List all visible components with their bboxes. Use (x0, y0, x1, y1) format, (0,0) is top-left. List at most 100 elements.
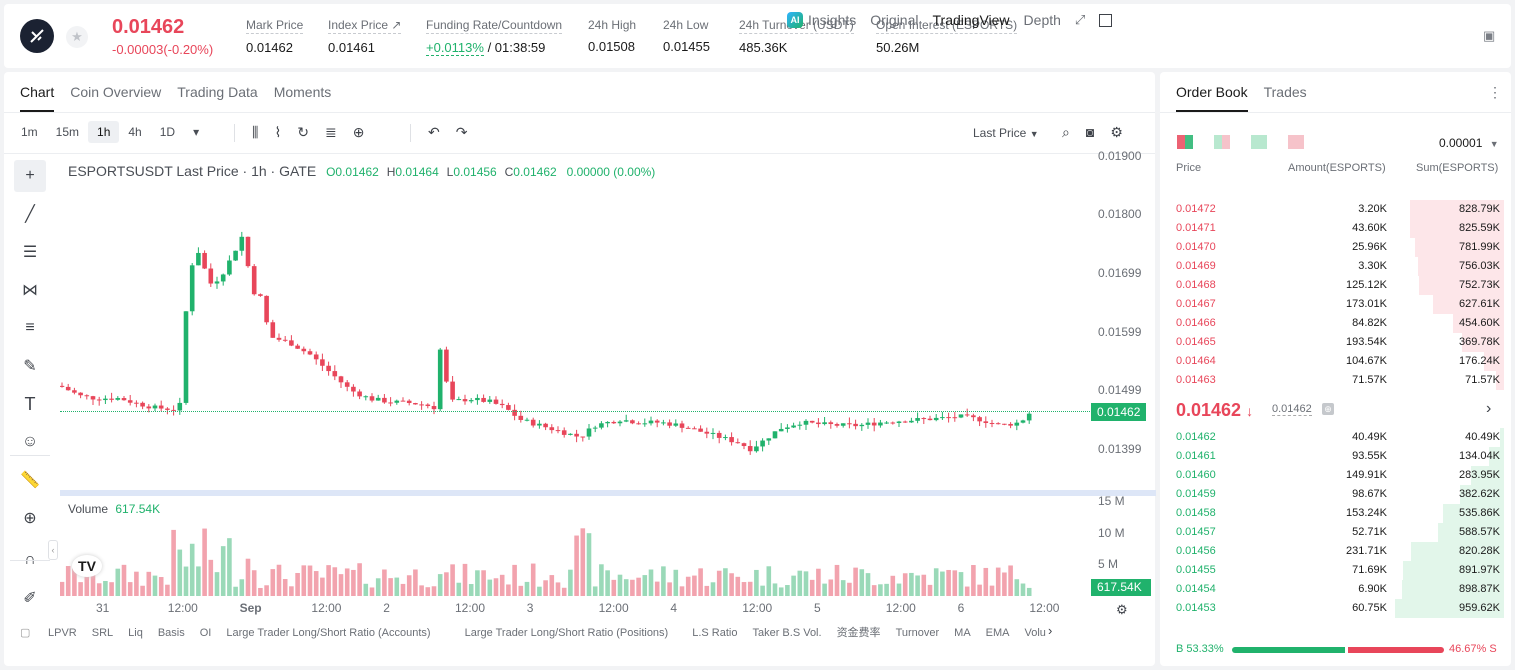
brush-icon[interactable]: ✎ (23, 358, 37, 375)
collapse-toolbar-icon[interactable]: ‹ (48, 540, 58, 560)
volume-bar (165, 584, 170, 596)
bid-row[interactable]: 0.01455 71.69K 891.97K (1168, 561, 1504, 580)
add-indicator-icon[interactable]: ⊕ (352, 124, 365, 140)
pattern-icon[interactable]: ⋈ (22, 282, 38, 299)
bid-row[interactable]: 0.01457 52.71K 588.57K (1168, 523, 1504, 542)
bid-row[interactable]: 0.01462 40.49K 40.49K (1168, 428, 1504, 447)
price-type-select[interactable]: Last Price ▼ (973, 126, 1039, 140)
ruler-icon[interactable]: 📏 (20, 472, 40, 489)
insights-button[interactable]: AI Insights (787, 12, 856, 28)
tab-coin-overview[interactable]: Coin Overview (70, 84, 162, 100)
stat-index-price[interactable]: Index Price ↗ 0.01461 (328, 18, 402, 55)
layout-both-icon[interactable] (1177, 135, 1193, 149)
tab-chart[interactable]: Chart (20, 84, 55, 112)
volume-bar (245, 558, 251, 596)
chevron-right-icon[interactable]: › (1486, 400, 1492, 417)
ask-row[interactable]: 0.01468 125.12K 752.73K (1168, 276, 1504, 295)
bid-row[interactable]: 0.01460 149.91K 283.95K (1168, 466, 1504, 485)
depth-bar (1410, 200, 1504, 219)
trend-line-icon[interactable]: ╱ (25, 206, 35, 223)
ask-row[interactable]: 0.01463 71.57K 71.57K (1168, 371, 1504, 390)
gear-icon[interactable]: ⚙ (1110, 124, 1123, 140)
bid-row[interactable]: 0.01458 153.24K 535.86K (1168, 504, 1504, 523)
tab-moments[interactable]: Moments (273, 84, 332, 100)
indicators-icon[interactable]: ⌇ (274, 124, 282, 140)
emoji-icon[interactable]: ☺ (21, 433, 39, 450)
ask-row[interactable]: 0.01465 193.54K 369.78K (1168, 333, 1504, 352)
candle-body (592, 427, 598, 429)
guide-book-icon[interactable]: ▣ (1483, 28, 1496, 43)
bid-row[interactable]: 0.01453 60.75K 959.62K (1168, 599, 1504, 618)
original-button[interactable]: Original (870, 12, 919, 28)
tab-order-book[interactable]: Order Book (1176, 84, 1248, 112)
precision-select[interactable]: 0.00001 ▼ (1439, 136, 1499, 150)
chevron-down-icon[interactable]: ▾ (193, 125, 200, 139)
tf-1h[interactable]: 1h (88, 121, 120, 143)
tf-1m[interactable]: 1m (21, 125, 38, 139)
stat-open-interest: Open Interest (ESPORTS) 50.26M (876, 18, 1018, 55)
layout-bids-icon[interactable] (1251, 135, 1267, 149)
crosshair-icon[interactable]: + (14, 160, 46, 192)
ask-row[interactable]: 0.01471 43.60K 825.59K (1168, 219, 1504, 238)
search-icon[interactable]: ⌕ (1062, 124, 1070, 140)
text-icon[interactable]: T (24, 393, 36, 414)
ask-row[interactable]: 0.01467 173.01K 627.61K (1168, 295, 1504, 314)
volume-chart[interactable] (60, 497, 1090, 597)
window-icon[interactable] (1099, 13, 1113, 27)
ask-row[interactable]: 0.01466 84.82K 454.60K (1168, 314, 1504, 333)
volume-bar (977, 584, 982, 596)
bid-row[interactable]: 0.01456 231.71K 820.28K (1168, 542, 1504, 561)
tf-1d[interactable]: 1D (159, 125, 176, 139)
candlestick-chart[interactable] (60, 154, 1090, 489)
candles-icon[interactable]: ⫼ (252, 124, 259, 140)
undo-icon[interactable]: ↶ (428, 124, 440, 140)
ask-row[interactable]: 0.01469 3.30K 756.03K (1168, 257, 1504, 276)
ask-row[interactable]: 0.01470 25.96K 781.99K (1168, 238, 1504, 257)
mark-info-icon[interactable]: ⊕ (1322, 403, 1334, 415)
candle-body (65, 386, 71, 391)
layout-asks-icon[interactable] (1288, 135, 1304, 149)
time-axis-label: 12:00 (598, 601, 629, 615)
lock-icon[interactable]: ▢ (20, 627, 31, 639)
tradingview-button[interactable]: TradingView (932, 12, 1010, 28)
pencil-lock-icon[interactable]: ✐ (23, 590, 37, 607)
layout-split-icon[interactable] (1214, 135, 1230, 149)
bid-row[interactable]: 0.01454 6.90K 898.87K (1168, 580, 1504, 599)
depth-button[interactable]: Depth (1023, 12, 1061, 28)
candle-body (251, 266, 257, 295)
ask-row[interactable]: 0.01464 104.67K 176.24K (1168, 352, 1504, 371)
bid-row[interactable]: 0.01459 98.67K 382.62K (1168, 485, 1504, 504)
volume-bar (208, 559, 214, 596)
magnet-icon[interactable]: ∩ (14, 544, 46, 576)
candle-body (716, 432, 722, 438)
tab-trading-data[interactable]: Trading Data (177, 84, 258, 100)
bid-row[interactable]: 0.01461 93.55K 134.04K (1168, 447, 1504, 466)
tab-trades[interactable]: Trades (1263, 84, 1307, 100)
volume-bar (995, 567, 1001, 596)
header-sum: Sum(ESPORTS) (1416, 162, 1499, 174)
favorite-star-icon[interactable]: ★ (66, 26, 88, 48)
replay-icon[interactable]: ↻ (297, 124, 310, 140)
volume-bar (952, 570, 958, 596)
volume-bar (642, 575, 648, 596)
pane-separator[interactable] (60, 490, 1156, 496)
redo-icon[interactable]: ↷ (455, 124, 468, 140)
fib-icon[interactable]: ≡ (25, 319, 35, 336)
zoom-icon[interactable]: ⊕ (23, 510, 37, 527)
tf-4h[interactable]: 4h (128, 125, 142, 139)
horizontal-lines-icon[interactable]: ☰ (22, 244, 38, 261)
tf-15m[interactable]: 15m (55, 125, 80, 139)
price-axis-label: 0.01900 (1098, 149, 1142, 163)
candle-body (760, 440, 765, 447)
expand-icon[interactable]: ⤢ (1074, 12, 1086, 27)
volume-bar (971, 565, 976, 596)
volume-bar (549, 575, 555, 596)
chevron-right-icon[interactable]: › (1048, 623, 1053, 638)
more-menu-icon[interactable]: ⋮ (1488, 84, 1502, 100)
templates-icon[interactable]: ≣ (325, 124, 337, 140)
volume-bar (127, 582, 133, 596)
volume-bar (258, 587, 263, 596)
camera-icon[interactable]: ◙ (1085, 124, 1095, 140)
ask-row[interactable]: 0.01472 3.20K 828.79K (1168, 200, 1504, 219)
settings-gear-icon[interactable]: ⚙ (1116, 602, 1128, 617)
